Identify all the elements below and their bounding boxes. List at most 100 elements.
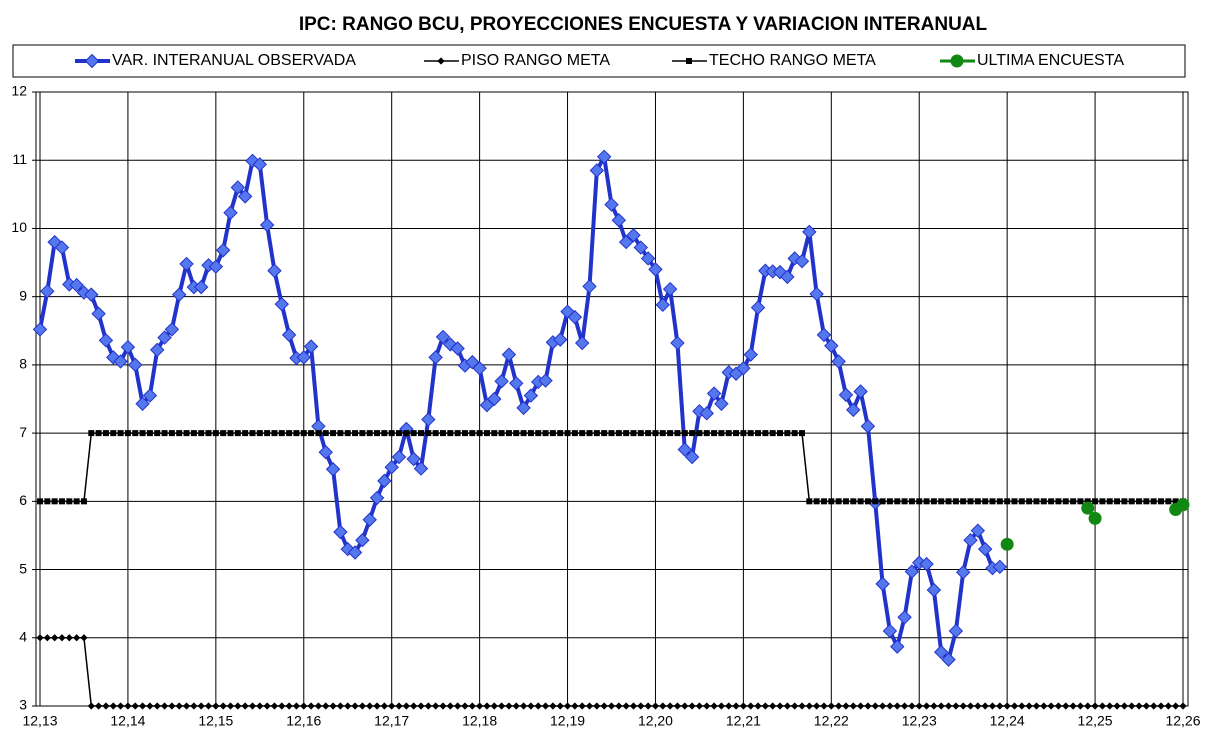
marker [278,430,285,437]
marker [1091,702,1099,710]
marker [1010,702,1019,710]
marker [220,430,227,437]
marker [1121,498,1128,505]
marker [472,361,487,376]
marker [157,330,172,345]
marker [337,430,344,437]
marker [1128,702,1136,710]
marker [248,702,257,710]
marker [154,430,161,437]
marker [894,498,901,505]
marker [1172,702,1180,710]
marker [886,498,893,505]
marker [1176,498,1190,512]
marker [710,702,718,710]
marker [589,163,605,178]
marker [608,430,615,437]
marker [926,582,942,598]
marker [681,702,689,710]
marker [981,702,989,710]
marker [1062,498,1069,505]
marker [439,430,446,437]
marker [333,524,348,540]
marker [952,702,960,710]
marker [406,451,421,467]
marker [51,498,58,505]
marker [483,702,491,710]
marker [853,384,868,399]
marker [615,702,623,710]
marker [73,634,81,642]
x-tick-label: 12,22 [814,713,849,729]
marker [955,565,971,580]
marker [574,335,590,351]
marker [497,702,506,710]
marker [645,430,652,437]
marker [476,430,483,437]
marker [432,702,440,710]
marker [860,419,876,434]
marker [820,498,827,505]
marker [454,430,461,437]
marker [168,702,176,710]
marker [1070,498,1077,505]
marker [175,702,183,710]
marker [80,634,88,642]
marker [806,498,813,505]
marker [300,702,308,710]
legend-label: VAR. INTERANUAL OBSERVADA [112,52,356,69]
marker [948,623,964,639]
marker [512,702,520,710]
marker [1092,498,1099,505]
marker [212,702,220,710]
marker [256,430,263,437]
marker [1026,498,1033,505]
marker [872,498,879,505]
marker [623,430,630,437]
marker [1055,498,1062,505]
marker [410,430,417,437]
marker [51,634,59,642]
marker [1077,498,1084,505]
y-tick-label: 4 [19,628,27,644]
marker [776,702,784,710]
marker [835,702,843,710]
marker [58,498,65,505]
marker [813,498,820,505]
marker [142,388,158,403]
marker [234,430,241,437]
marker [871,702,879,710]
marker [941,652,956,667]
marker [974,498,981,505]
marker [102,430,109,437]
marker [182,702,191,710]
marker [1054,702,1063,710]
marker [40,284,55,299]
marker [58,634,66,642]
marker [989,498,996,505]
marker [318,445,333,460]
marker [146,430,153,437]
marker [967,498,974,505]
marker [615,430,622,437]
marker [1048,498,1055,505]
marker [820,702,828,710]
x-tick-label: 12,23 [902,713,937,729]
marker [267,263,282,278]
marker [498,430,505,437]
marker [938,498,945,505]
marker [1003,702,1011,710]
marker [637,430,644,437]
marker [286,430,293,437]
marker [230,180,246,195]
marker [1142,702,1150,710]
marker [791,430,798,437]
marker [432,430,439,437]
marker [256,702,264,710]
marker [846,402,861,418]
marker [630,430,637,437]
marker [205,430,212,437]
marker [172,287,187,302]
marker [44,498,51,505]
